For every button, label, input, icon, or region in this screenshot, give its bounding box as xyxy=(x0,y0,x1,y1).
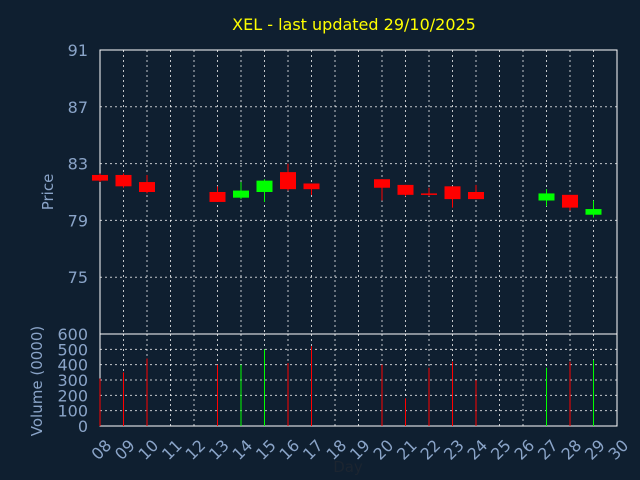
x-axis-label: Day xyxy=(333,458,363,476)
price-tick-label: 75 xyxy=(68,268,88,287)
candle-body xyxy=(256,180,273,192)
candle-body xyxy=(397,184,414,195)
volume-tick-label: 500 xyxy=(57,340,88,359)
candle-body xyxy=(92,174,108,181)
candle-body xyxy=(374,179,390,188)
volume-tick-label: 600 xyxy=(57,325,88,344)
candle-body xyxy=(585,209,602,215)
volume-tick-label: 100 xyxy=(57,402,88,421)
price-tick-label: 83 xyxy=(68,155,88,174)
candle-body xyxy=(280,172,296,190)
candle-body xyxy=(115,174,132,187)
candle-body xyxy=(538,193,555,201)
candle-body xyxy=(303,183,320,190)
volume-tick-label: 200 xyxy=(57,386,88,405)
price-panel xyxy=(92,49,618,335)
candle-body xyxy=(233,190,249,198)
price-tick-label: 91 xyxy=(68,41,88,60)
candle-body xyxy=(209,192,226,202)
candle-body xyxy=(444,186,461,200)
volume-axis-label: Volume (0000) xyxy=(28,326,46,436)
candle-body xyxy=(562,194,578,208)
volume-tick-label: 0 xyxy=(78,417,88,436)
candle-body xyxy=(468,192,484,200)
price-tick-label: 87 xyxy=(68,98,88,117)
chart-title: XEL - last updated 29/10/2025 xyxy=(232,15,476,34)
x-tick-label: 30 xyxy=(604,436,632,464)
volume-tick-label: 400 xyxy=(57,356,88,375)
price-tick-label: 79 xyxy=(68,211,88,230)
candle-body xyxy=(421,193,437,195)
price-axis-label: Price xyxy=(39,174,57,211)
candle-body xyxy=(139,182,155,192)
volume-tick-label: 300 xyxy=(57,371,88,390)
volume-panel xyxy=(99,333,618,427)
